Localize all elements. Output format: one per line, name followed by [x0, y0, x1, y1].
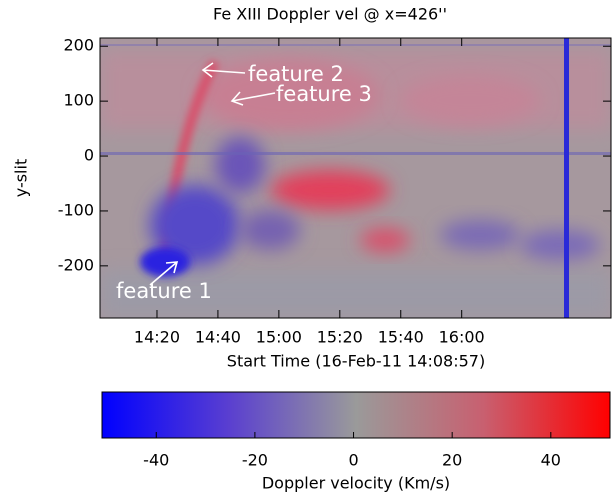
x-tick-label: 15:20 [317, 328, 363, 347]
x-axis-label: Start Time (16-Feb-11 14:08:57) [227, 352, 485, 371]
y-tick-label: 100 [63, 91, 94, 110]
y-tick-label: -100 [58, 200, 94, 219]
y-tick-label: 200 [63, 36, 94, 55]
colorbar-label: Doppler velocity (Km/s) [262, 474, 450, 493]
colorbar-tick-label: -40 [143, 451, 169, 470]
colorbar-tick-label: 20 [442, 451, 462, 470]
x-tick-label: 15:40 [378, 328, 424, 347]
plot-frame [99, 37, 612, 319]
x-tick-label: 14:20 [134, 328, 180, 347]
colorbar-tick-label: 40 [541, 451, 561, 470]
arrow [149, 261, 179, 286]
heatmap-image [100, 38, 611, 318]
annotation: feature 1 [116, 279, 212, 303]
colorbar [101, 391, 611, 439]
arrow [201, 62, 246, 78]
y-tick-label: -200 [58, 255, 94, 274]
arrow [230, 91, 276, 106]
chart-title: Fe XIII Doppler vel @ x=426'' [213, 5, 447, 24]
annotation: feature 2 [248, 62, 344, 86]
y-axis-label: y-slit [12, 159, 31, 197]
x-tick-label: 14:40 [195, 328, 241, 347]
y-tick-label: 0 [84, 146, 94, 165]
colorbar-tick-label: 0 [348, 451, 358, 470]
colorbar-tick-label: -20 [242, 451, 268, 470]
x-tick-label: 15:00 [256, 328, 302, 347]
x-tick-label: 16:00 [439, 328, 485, 347]
annotation: feature 3 [276, 82, 372, 106]
